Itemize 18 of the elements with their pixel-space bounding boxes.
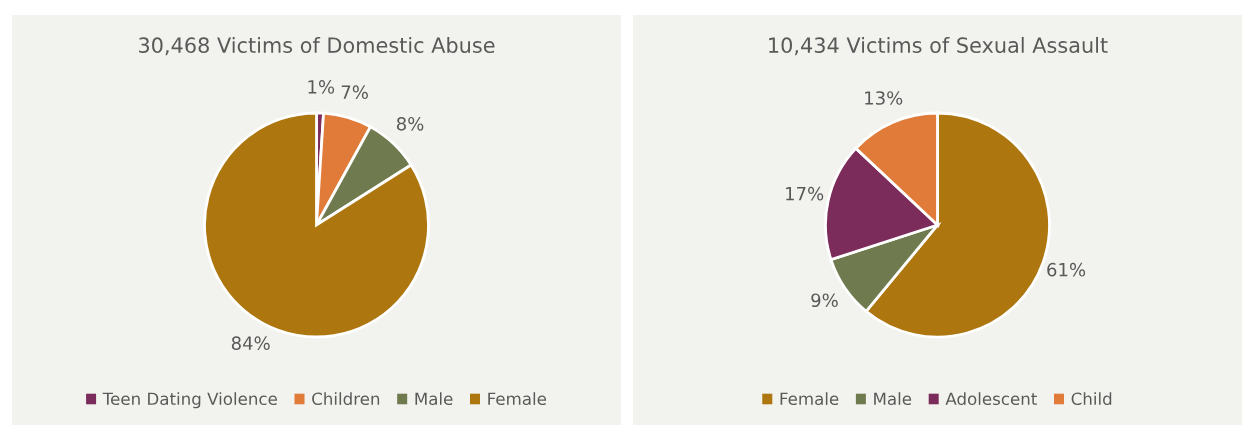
data-label: 8% [396, 116, 424, 131]
data-label: 1% [308, 80, 335, 94]
chart-title: 30,468 Victims of Domestic Abuse [139, 36, 495, 56]
legend-label: Male [415, 392, 453, 406]
data-label: 84% [231, 336, 270, 350]
legend-label: Female [488, 392, 547, 406]
data-label: 61% [1047, 262, 1086, 277]
chart-title: 10,434 Victims of Sexual Assault [769, 36, 1108, 56]
legend-label: Adolescent [945, 392, 1037, 406]
data-label: 13% [865, 91, 903, 105]
legend-label: Child [1071, 392, 1112, 406]
data-label: 9% [811, 293, 838, 308]
legend-label: Teen Dating Violence [102, 392, 277, 409]
data-label: 17% [786, 186, 824, 201]
legend-label: Female [780, 392, 839, 406]
data-label: 7% [341, 85, 368, 100]
legend-label: Male [874, 392, 912, 406]
legend-label: Children [312, 392, 380, 406]
